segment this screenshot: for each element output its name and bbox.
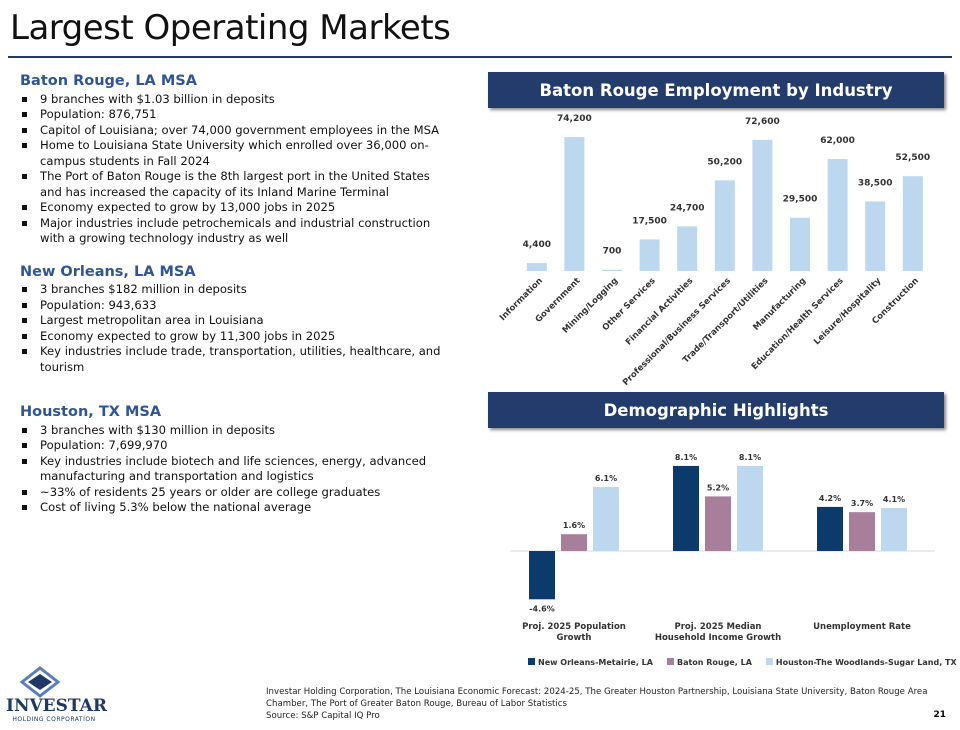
data-label: 8.1% xyxy=(739,453,761,462)
x-tick-label: Proj. 2025 Median Household Income Growt… xyxy=(654,622,782,643)
data-label: 3.7% xyxy=(851,499,873,508)
page-number: 21 xyxy=(933,710,946,720)
bullet: The Port of Baton Rouge is the 8th large… xyxy=(22,169,450,200)
data-label: 52,500 xyxy=(895,153,930,163)
data-label: 17,500 xyxy=(632,216,667,226)
bar xyxy=(752,139,773,271)
bar xyxy=(865,201,886,271)
data-label: 4,400 xyxy=(523,240,551,250)
bar xyxy=(529,551,555,600)
data-label: 4.2% xyxy=(819,494,841,503)
x-tick-label: Financial Activities xyxy=(624,276,695,347)
legend-swatch xyxy=(528,658,535,665)
bullet: 9 branches with $1.03 billion in deposit… xyxy=(22,92,450,108)
footer-sources: Investar Holding Corporation, The Louisi… xyxy=(266,687,928,709)
data-label: 72,600 xyxy=(745,117,780,127)
bar xyxy=(677,226,698,271)
data-label: 74,200 xyxy=(557,114,592,124)
x-tick-label: Unemployment Rate xyxy=(813,622,911,632)
chart-banner: Demographic Highlights xyxy=(488,392,944,428)
legend-label: New Orleans-Metairie, LA xyxy=(538,658,654,667)
x-tick-label: Leisure/Hospitality xyxy=(812,276,883,347)
data-label: 5.2% xyxy=(707,483,729,492)
footer-source: Source: S&P Capital IQ Pro xyxy=(266,711,380,721)
data-label: 6.1% xyxy=(595,474,617,483)
bar xyxy=(817,506,843,551)
bullet-list: 3 branches $182 million in deposits Popul… xyxy=(20,282,450,375)
x-tick-label-box: Proj. 2025 Median Household Income Growt… xyxy=(654,622,782,643)
bullet: Key industries include trade, transporta… xyxy=(22,344,450,375)
chart-banner: Baton Rouge Employment by Industry xyxy=(488,72,944,108)
bar xyxy=(737,465,763,551)
bar xyxy=(849,512,875,551)
bar xyxy=(561,534,587,551)
data-label: 8.1% xyxy=(675,453,697,462)
data-label: 700 xyxy=(603,247,622,257)
bullet: 3 branches $182 million in deposits xyxy=(22,282,450,298)
data-label: 24,700 xyxy=(670,203,705,213)
section: Houston, TX MSA 3 branches with $130 mill… xyxy=(20,404,450,516)
logo-name: INVESTAR xyxy=(6,696,107,716)
bullet: Economy expected to grow by 13,000 jobs … xyxy=(22,200,450,216)
bullet: Key industries include biotech and life … xyxy=(22,454,450,485)
bullet: Population: 876,751 xyxy=(22,107,450,123)
section: New Orleans, LA MSA 3 branches $182 milli… xyxy=(20,263,450,376)
bullet-list: 3 branches with $130 million in deposits… xyxy=(20,423,450,516)
bullet: ~33% of residents 25 years or older are … xyxy=(22,485,450,501)
logo-subtitle: HOLDING CORPORATION xyxy=(12,716,96,723)
bullet: Capitol of Louisiana; over 74,000 govern… xyxy=(22,123,450,139)
legend-label: Houston-The Woodlands-Sugar Land, TX xyxy=(776,658,958,667)
bullet: Cost of living 5.3% below the national a… xyxy=(22,500,450,516)
data-label: -4.6% xyxy=(529,604,555,613)
bullet: Home to Louisiana State University which… xyxy=(22,138,450,169)
data-label: 4.1% xyxy=(883,495,905,504)
bar xyxy=(881,507,907,551)
section-heading: New Orleans, LA MSA xyxy=(20,263,196,280)
logo-mark xyxy=(19,666,61,698)
x-tick-label-box: Proj. 2025 Population Growth xyxy=(522,622,626,643)
section: Baton Rouge, LA MSA 9 branches with $1.03… xyxy=(20,73,450,247)
data-label: 50,200 xyxy=(707,157,742,167)
bullet: Economy expected to grow by 11,300 jobs … xyxy=(22,329,450,345)
legend-swatch xyxy=(765,658,773,665)
bar xyxy=(526,263,547,271)
x-tick-label: Proj. 2025 Population Growth xyxy=(522,622,626,643)
x-tick-label-box: Unemployment Rate xyxy=(813,622,911,632)
bar xyxy=(593,486,619,551)
bar xyxy=(673,465,699,551)
market-sections: Baton Rouge, LA MSA 9 branches with $1.03… xyxy=(20,73,450,516)
data-label: 1.6% xyxy=(563,521,585,530)
bullet: 3 branches with $130 million in deposits xyxy=(22,423,450,439)
bar xyxy=(714,180,735,271)
bullet: Population: 7,699,970 xyxy=(22,438,450,454)
bullet: Major industries include petrochemicals … xyxy=(22,216,450,247)
bar xyxy=(902,176,923,271)
logo: INVESTAR HOLDING CORPORATION xyxy=(6,666,107,723)
data-label: 38,500 xyxy=(858,178,893,188)
footer: Investar Holding Corporation, The Louisi… xyxy=(266,686,946,722)
bullet: Population: 943,633 xyxy=(22,298,450,314)
bar xyxy=(639,239,660,271)
bar xyxy=(705,496,731,551)
data-label: 62,000 xyxy=(820,136,855,146)
data-label: 29,500 xyxy=(783,195,818,205)
bar xyxy=(790,217,810,271)
bar xyxy=(827,159,848,271)
section-heading: Houston, TX MSA xyxy=(20,404,162,420)
slide-title: Largest Operating Markets xyxy=(10,8,451,48)
legend-label: Baton Rouge, LA xyxy=(677,658,753,667)
legend-swatch xyxy=(666,658,674,665)
title-rule xyxy=(8,56,952,58)
section-heading: Baton Rouge, LA MSA xyxy=(20,73,197,89)
bar xyxy=(602,269,622,271)
bullet-list: 9 branches with $1.03 billion in deposit… xyxy=(20,92,450,247)
bullet: Largest metropolitan area in Louisiana xyxy=(22,313,450,329)
bar xyxy=(564,137,585,271)
